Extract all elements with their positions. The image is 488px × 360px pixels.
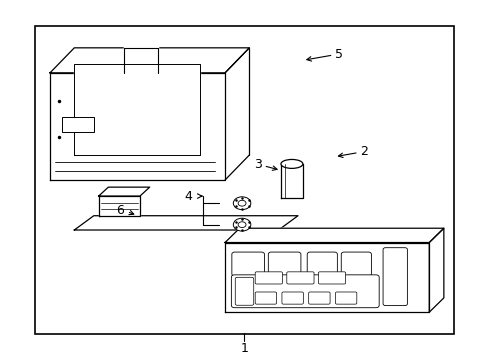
FancyBboxPatch shape bbox=[341, 252, 371, 276]
FancyBboxPatch shape bbox=[382, 248, 407, 306]
FancyBboxPatch shape bbox=[255, 292, 276, 304]
Polygon shape bbox=[224, 243, 428, 312]
Polygon shape bbox=[99, 187, 149, 196]
FancyBboxPatch shape bbox=[231, 275, 378, 308]
Polygon shape bbox=[74, 64, 200, 155]
Polygon shape bbox=[224, 228, 443, 243]
Bar bbox=[35, 26, 453, 334]
FancyBboxPatch shape bbox=[306, 252, 337, 276]
FancyBboxPatch shape bbox=[231, 252, 264, 276]
FancyBboxPatch shape bbox=[268, 252, 300, 276]
Text: 2: 2 bbox=[359, 145, 367, 158]
Circle shape bbox=[238, 200, 245, 206]
FancyBboxPatch shape bbox=[235, 277, 253, 305]
FancyBboxPatch shape bbox=[335, 292, 356, 304]
FancyBboxPatch shape bbox=[282, 292, 303, 304]
Text: 5: 5 bbox=[335, 48, 343, 61]
Circle shape bbox=[238, 222, 245, 228]
Text: 6: 6 bbox=[116, 204, 124, 217]
FancyBboxPatch shape bbox=[308, 292, 329, 304]
FancyBboxPatch shape bbox=[318, 272, 345, 284]
Polygon shape bbox=[50, 73, 224, 180]
Text: 4: 4 bbox=[184, 190, 192, 203]
Text: 3: 3 bbox=[253, 158, 261, 171]
Ellipse shape bbox=[281, 159, 302, 168]
Polygon shape bbox=[99, 196, 140, 216]
Polygon shape bbox=[50, 48, 249, 73]
Text: 1: 1 bbox=[240, 342, 248, 355]
Polygon shape bbox=[74, 216, 297, 230]
Bar bbox=[62, 117, 94, 132]
Polygon shape bbox=[281, 164, 302, 198]
FancyBboxPatch shape bbox=[255, 272, 282, 284]
FancyBboxPatch shape bbox=[286, 272, 313, 284]
Polygon shape bbox=[123, 44, 157, 50]
Circle shape bbox=[233, 218, 250, 231]
Circle shape bbox=[233, 197, 250, 210]
Polygon shape bbox=[428, 228, 443, 312]
